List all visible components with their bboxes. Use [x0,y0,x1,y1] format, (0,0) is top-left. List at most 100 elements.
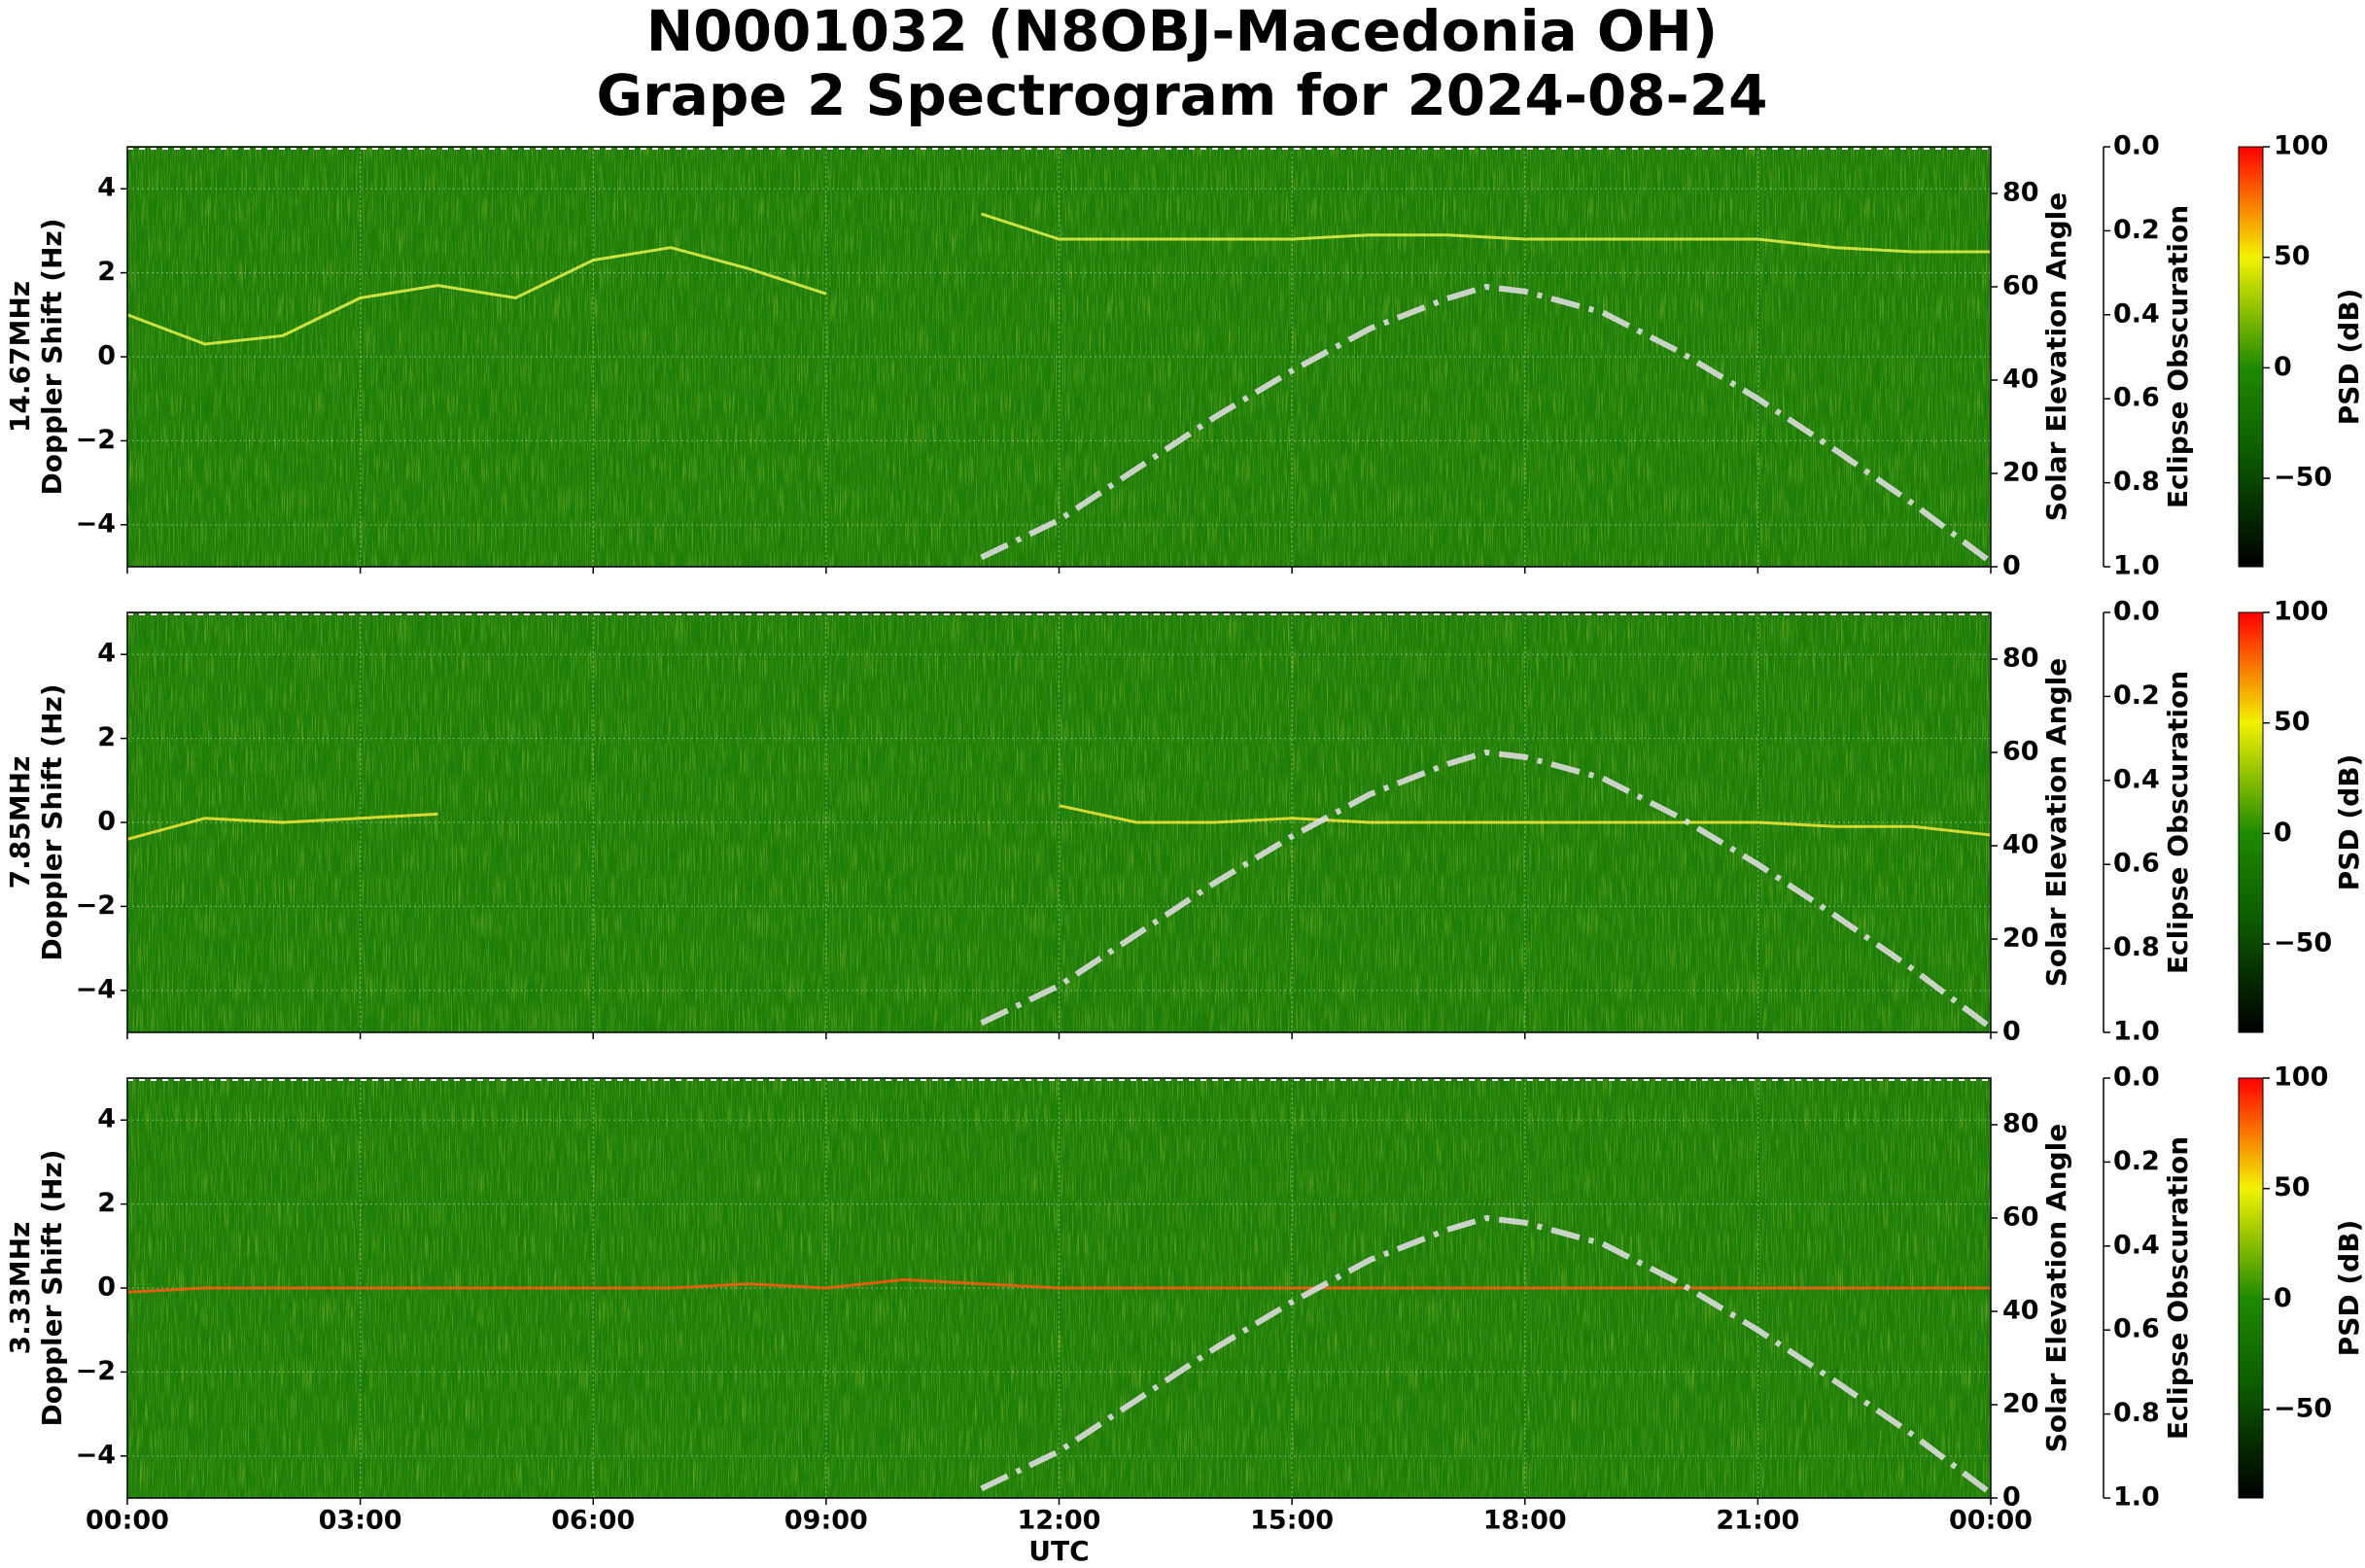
x-axis-label: UTC [1028,1535,1089,1567]
y-tick-label: −4 [76,974,116,1004]
y-axis-label: Doppler Shift (Hz) [36,683,68,960]
y-tick-label: 4 [97,173,116,203]
y2-tick-label: 20 [2002,1389,2039,1419]
x-tick-label: 00:00 [86,1506,169,1536]
colorbar-tick-label: 100 [2274,597,2328,627]
y2-tick-label: 80 [2002,1109,2039,1139]
colorbar [2238,1077,2264,1499]
y3-tick-label: 0.4 [2113,298,2160,329]
colorbar-tick-label: 100 [2274,1063,2328,1093]
plot-area [127,1214,1991,1496]
plot-area [127,212,1991,565]
y3-tick-label: 0.6 [2113,849,2160,879]
colorbar-tick-label: 50 [2274,707,2311,737]
doppler-trace [127,1277,1991,1294]
band-label: 7.85MHz [4,756,36,889]
y-tick-label: 0 [97,807,116,837]
colorbar-tick-label: −50 [2274,928,2332,958]
colorbar-label: PSD (dB) [2333,289,2365,426]
y3-axis-label: Eclipse Obscuration [2162,671,2194,974]
y2-axis-label: Solar Elevation Angle [2040,192,2072,521]
y2-tick-label: 80 [2002,178,2039,208]
y2-tick-label: 0 [2002,551,2021,581]
band-label: 14.67MHz [4,281,36,433]
doppler-trace [127,212,1991,346]
y3-tick-label: 0.2 [2113,680,2160,711]
y-axis-label: Doppler Shift (Hz) [36,1149,68,1426]
colorbar-tick-label: 0 [2274,1283,2292,1313]
plot-area [127,749,1991,1030]
colorbar-tick-label: 0 [2274,352,2292,382]
x-tick-label: 09:00 [784,1506,868,1536]
y3-tick-label: 1.0 [2113,551,2160,581]
y-tick-label: 2 [97,722,116,752]
y3-axis-label: Eclipse Obscuration [2162,205,2194,508]
y3-tick-label: 0.0 [2113,131,2160,161]
colorbar [2238,146,2264,568]
y3-tick-label: 0.4 [2113,1230,2160,1260]
y3-tick-label: 1.0 [2113,1482,2160,1513]
y3-tick-label: 0.8 [2113,932,2160,962]
solar-elevation-line [980,749,1991,1030]
y3-tick-label: 0.6 [2113,383,2160,413]
y3-tick-label: 0.4 [2113,764,2160,794]
y-tick-label: 0 [97,341,116,371]
colorbar-label: PSD (dB) [2333,754,2365,891]
x-tick-label: 03:00 [319,1506,402,1536]
y2-tick-label: 40 [2002,1296,2039,1326]
y2-tick-label: 20 [2002,458,2039,488]
y2-tick-label: 20 [2002,923,2039,954]
y-tick-label: 2 [97,1188,116,1218]
y3-tick-label: 0.2 [2113,215,2160,245]
x-tick-label: 18:00 [1483,1506,1567,1536]
y3-tick-label: 0.2 [2113,1146,2160,1176]
y2-axis-label: Solar Elevation Angle [2040,658,2072,987]
y2-tick-label: 60 [2002,1202,2039,1233]
colorbar-tick-label: 50 [2274,241,2311,271]
y2-tick-label: 80 [2002,644,2039,674]
y-tick-label: 0 [97,1272,116,1303]
x-tick-label: 12:00 [1018,1506,1101,1536]
y-tick-label: −2 [76,425,116,455]
y-tick-label: −4 [76,1440,116,1470]
y3-tick-label: 0.0 [2113,1063,2160,1093]
colorbar-tick-label: −50 [2274,463,2332,493]
solar-elevation-line [980,283,1991,565]
y-tick-label: −2 [76,1356,116,1386]
colorbar-tick-label: 50 [2274,1172,2311,1202]
y3-tick-label: 0.8 [2113,1398,2160,1428]
y3-tick-label: 0.8 [2113,467,2160,497]
y2-tick-label: 40 [2002,830,2039,860]
colorbar-tick-label: −50 [2274,1394,2332,1424]
y2-tick-label: 0 [2002,1482,2021,1513]
y-tick-label: −2 [76,890,116,921]
y3-tick-label: 1.0 [2113,1017,2160,1047]
x-tick-label: 15:00 [1250,1506,1334,1536]
y2-tick-label: 40 [2002,365,2039,395]
colorbar-tick-label: 0 [2274,818,2292,848]
colorbar [2238,611,2264,1033]
doppler-trace [127,804,1991,841]
subtitle: Grape 2 Spectrogram for 2024-08-24 [597,62,1768,128]
colorbar-label: PSD (dB) [2333,1220,2365,1357]
band-label: 3.33MHz [4,1222,36,1355]
colorbar-tick-label: 100 [2274,131,2328,161]
y2-axis-label: Solar Elevation Angle [2040,1124,2072,1452]
y3-tick-label: 0.6 [2113,1314,2160,1344]
x-tick-label: 21:00 [1716,1506,1799,1536]
y2-tick-label: 60 [2002,271,2039,301]
y3-tick-label: 0.0 [2113,597,2160,627]
x-tick-label: 00:00 [1949,1506,2033,1536]
x-tick-label: 06:00 [551,1506,635,1536]
solar-elevation-line [980,1214,1991,1496]
title: N0001032 (N8OBJ-Macedonia OH) [646,0,1719,64]
y-tick-label: 4 [97,639,116,669]
y2-tick-label: 60 [2002,737,2039,767]
y-tick-label: 2 [97,257,116,287]
y3-axis-label: Eclipse Obscuration [2162,1136,2194,1440]
y2-tick-label: 0 [2002,1017,2021,1047]
y-tick-label: −4 [76,508,116,539]
y-tick-label: 4 [97,1104,116,1134]
